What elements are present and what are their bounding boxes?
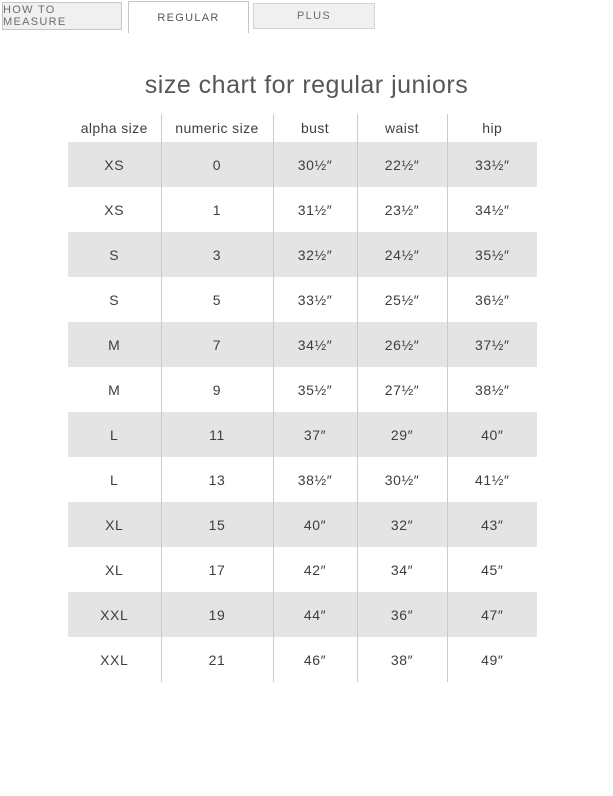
tab-regular[interactable]: REGULAR	[128, 1, 249, 33]
cell-bust: 35½″	[272, 367, 357, 412]
cell-waist: 36″	[356, 592, 447, 637]
table-row: S 5 33½″ 25½″ 36½″	[68, 277, 537, 322]
tab-regular-label: REGULAR	[157, 11, 220, 24]
cell-numeric-size: 1	[160, 187, 273, 232]
cell-hip: 41½″	[446, 457, 537, 502]
cell-bust: 44″	[272, 592, 357, 637]
cell-waist: 26½″	[356, 322, 447, 367]
size-table-header: alpha size numeric size bust waist hip	[68, 114, 537, 142]
cell-numeric-size: 11	[160, 412, 273, 457]
tab-how-to-measure-label: HOW TO MEASURE	[3, 4, 67, 28]
size-chart-tabs: HOW TO MEASURE REGULAR PLUS	[0, 0, 613, 36]
cell-alpha-size: XXL	[100, 651, 129, 668]
cell-bust: 31½″	[272, 187, 357, 232]
cell-alpha-size: S	[109, 291, 120, 308]
header-alpha-size: alpha size	[68, 114, 161, 142]
cell-bust: 38½″	[272, 457, 357, 502]
table-row: L 13 38½″ 30½″ 41½″	[68, 457, 537, 502]
cell-numeric-size: 13	[160, 457, 273, 502]
table-row: S 3 32½″ 24½″ 35½″	[68, 232, 537, 277]
table-row: XS 0 30½″ 22½″ 33½″	[68, 142, 537, 187]
cell-waist: 24½″	[356, 232, 447, 277]
cell-bust: 37″	[272, 412, 357, 457]
table-row: XXL 19 44″ 36″ 47″	[68, 592, 537, 637]
cell-bust: 32½″	[272, 232, 357, 277]
cell-waist: 34″	[356, 547, 447, 592]
cell-bust: 40″	[272, 502, 357, 547]
table-row: M 9 35½″ 27½″ 38½″	[68, 367, 537, 412]
tab-how-to-measure[interactable]: HOW TO MEASURE	[2, 2, 122, 30]
cell-alpha-size: L	[68, 412, 161, 457]
cell-waist: 23½″	[356, 187, 447, 232]
cell-waist: 32″	[356, 502, 447, 547]
table-row: XS 1 31½″ 23½″ 34½″	[68, 187, 537, 232]
cell-hip: 47″	[446, 592, 537, 637]
tab-plus-label: PLUS	[297, 10, 331, 22]
cell-hip: 37½″	[446, 322, 537, 367]
cell-alpha-size: M	[68, 322, 161, 367]
cell-hip: 49″	[446, 637, 537, 682]
cell-waist: 25½″	[356, 277, 447, 322]
cell-waist: 30½″	[356, 457, 447, 502]
page-title: size chart for regular juniors	[144, 71, 469, 99]
table-row: L 11 37″ 29″ 40″	[68, 412, 537, 457]
cell-numeric-size: 0	[160, 142, 273, 187]
cell-bust: 34½″	[272, 322, 357, 367]
cell-numeric-size: 5	[160, 277, 273, 322]
cell-hip: 36½″	[446, 277, 537, 322]
cell-alpha-size: XS	[68, 142, 161, 187]
cell-alpha-size: L	[110, 471, 119, 488]
cell-waist: 27½″	[356, 367, 447, 412]
cell-numeric-size: 15	[160, 502, 273, 547]
cell-hip: 40″	[446, 412, 537, 457]
cell-hip: 38½″	[446, 367, 537, 412]
cell-bust: 42″	[272, 547, 357, 592]
cell-alpha-size: S	[68, 232, 161, 277]
cell-alpha-size: XS	[104, 201, 125, 218]
table-row: XXL 21 46″ 38″ 49″	[68, 637, 537, 682]
cell-numeric-size: 3	[160, 232, 273, 277]
cell-alpha-size: XL	[105, 561, 124, 578]
table-row: XL 15 40″ 32″ 43″	[68, 502, 537, 547]
cell-hip: 33½″	[446, 142, 537, 187]
header-bust: bust	[272, 114, 357, 142]
cell-hip: 45″	[446, 547, 537, 592]
table-row: XL 17 42″ 34″ 45″	[68, 547, 537, 592]
header-numeric-size: numeric size	[160, 114, 273, 142]
cell-numeric-size: 17	[160, 547, 273, 592]
cell-waist: 38″	[356, 637, 447, 682]
cell-numeric-size: 7	[160, 322, 273, 367]
cell-alpha-size: XL	[68, 502, 161, 547]
cell-numeric-size: 19	[160, 592, 273, 637]
header-waist: waist	[356, 114, 447, 142]
header-row: alpha size numeric size bust waist hip	[68, 114, 537, 142]
cell-bust: 33½″	[272, 277, 357, 322]
cell-waist: 22½″	[356, 142, 447, 187]
size-table-body: XS 0 30½″ 22½″ 33½″ XS 1 31½″ 23½″ 34½″ S 3 32½″ 24½″…	[68, 142, 537, 682]
cell-bust: 30½″	[272, 142, 357, 187]
size-chart-table: alpha size numeric size bust waist hip X…	[68, 114, 537, 682]
cell-waist: 29″	[356, 412, 447, 457]
cell-hip: 34½″	[446, 187, 537, 232]
cell-alpha-size: M	[108, 381, 121, 398]
cell-alpha-size: XXL	[68, 592, 161, 637]
header-hip: hip	[446, 114, 537, 142]
tab-plus[interactable]: PLUS	[253, 3, 375, 29]
cell-numeric-size: 9	[160, 367, 273, 412]
cell-hip: 43″	[446, 502, 537, 547]
cell-hip: 35½″	[446, 232, 537, 277]
table-row: M 7 34½″ 26½″ 37½″	[68, 322, 537, 367]
cell-bust: 46″	[272, 637, 357, 682]
cell-numeric-size: 21	[160, 637, 273, 682]
